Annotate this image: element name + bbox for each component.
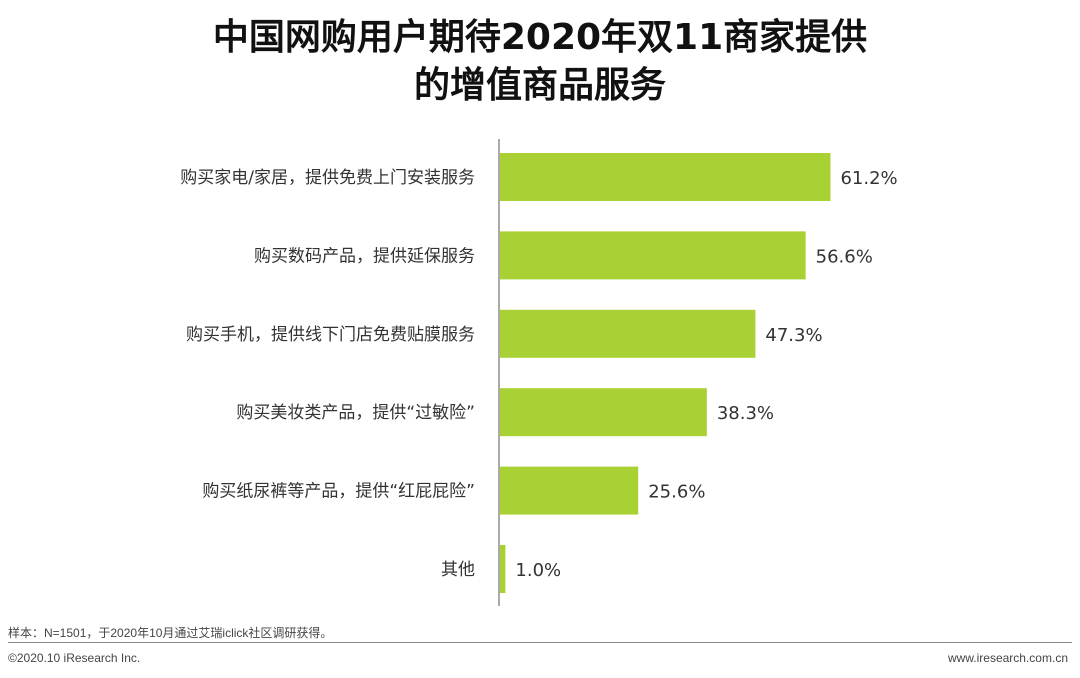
website-text: www.iresearch.com.cn — [947, 651, 1068, 665]
value-label: 47.3% — [765, 325, 822, 346]
category-label: 购买美妆类产品，提供“过敏险” — [236, 403, 475, 423]
category-label: 购买数码产品，提供延保服务 — [254, 246, 475, 266]
bar — [500, 545, 506, 593]
chart-title: 中国网购用户期待2020年双11商家提供 的增值商品服务 — [0, 14, 1080, 110]
chart-title-line-1: 中国网购用户期待2020年双11商家提供 — [212, 17, 868, 58]
category-label: 其他 — [441, 560, 475, 580]
bar — [500, 153, 831, 201]
value-label: 56.6% — [816, 246, 873, 267]
value-label: 61.2% — [840, 168, 897, 189]
sample-note: 样本：N=1501，于2020年10月通过艾瑞iclick社区调研获得。 — [8, 626, 333, 640]
value-label: 1.0% — [515, 560, 561, 581]
category-label: 购买手机，提供线下门店免费贴膜服务 — [186, 325, 475, 345]
bar — [500, 231, 806, 280]
bar — [500, 466, 639, 515]
footer-divider — [8, 642, 1072, 643]
bar — [500, 309, 756, 358]
category-label: 购买家电/家居，提供免费上门安装服务 — [180, 168, 475, 188]
chart-title-line-2: 的增值商品服务 — [413, 65, 666, 106]
value-label: 38.3% — [717, 403, 774, 424]
value-label: 25.6% — [648, 482, 705, 503]
category-label: 购买纸尿裤等产品，提供“红屁屁险” — [202, 482, 475, 502]
bar — [500, 388, 707, 437]
copyright-text: ©2020.10 iResearch Inc. — [8, 651, 141, 665]
bar-chart: 购买家电/家居，提供免费上门安装服务 61.2% 购买数码产品，提供延保服务 56.6… — [180, 139, 898, 606]
